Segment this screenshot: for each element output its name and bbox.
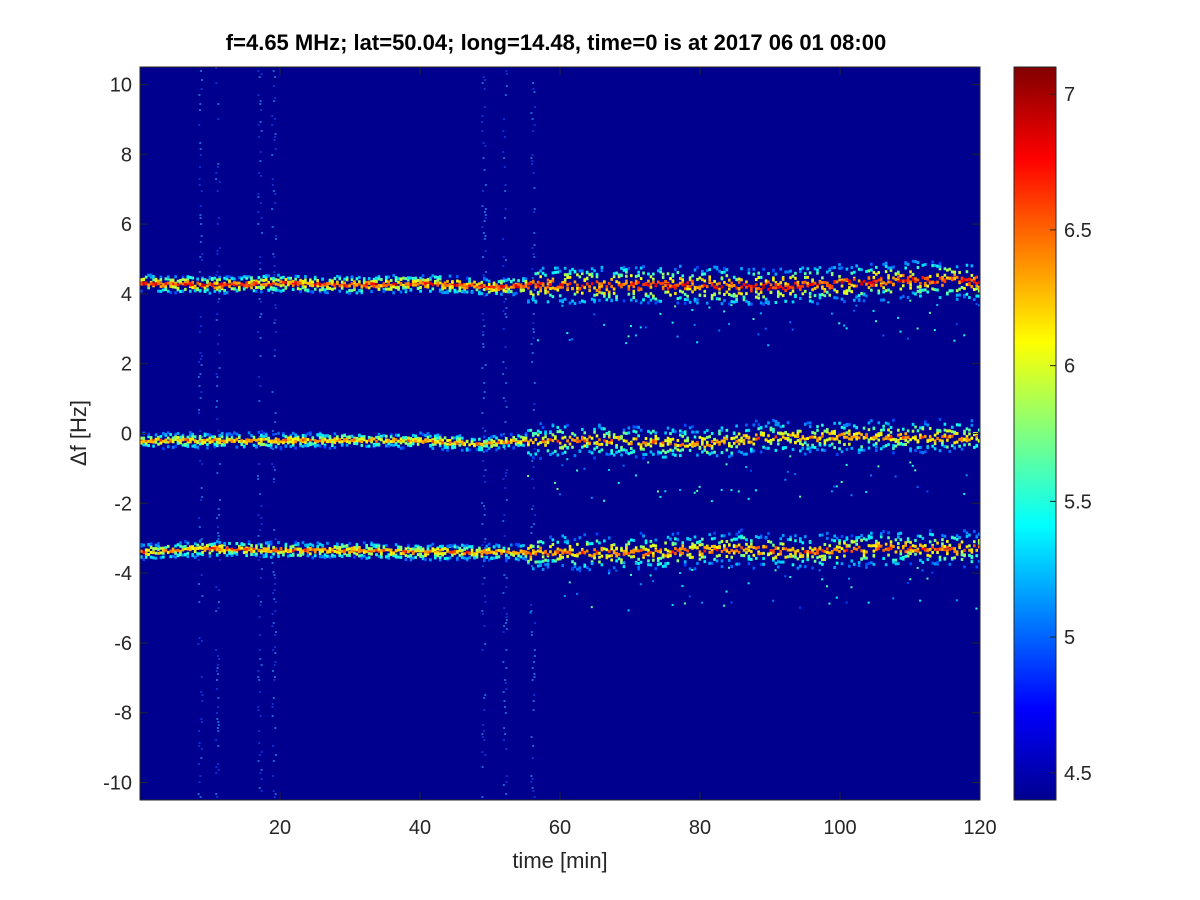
y-axis-label: Δf [Hz] — [66, 400, 91, 466]
y-tick-label: 8 — [121, 144, 132, 166]
vertical-streak — [257, 70, 263, 792]
colorbar-tick-label: 5.5 — [1064, 491, 1092, 513]
y-tick-label: 6 — [121, 214, 132, 236]
doppler-trace — [140, 417, 980, 503]
y-tick-label: -2 — [114, 493, 132, 515]
vertical-streak — [271, 70, 277, 798]
y-tick-label: -4 — [114, 563, 132, 585]
y-tick-label: -10 — [103, 773, 132, 795]
doppler-traces — [140, 259, 980, 614]
vertical-streaks — [197, 67, 536, 798]
y-tick-label: -8 — [114, 703, 132, 725]
colorbar — [1013, 66, 1057, 801]
colorbar-ticks: 7 6.5 6 5.5 5 4.5 — [1050, 84, 1092, 785]
x-tick-label: 100 — [823, 817, 856, 839]
y-tick-label: -6 — [114, 633, 132, 655]
x-tick-label: 20 — [269, 817, 291, 839]
vertical-streak — [502, 70, 508, 795]
x-tick-label: 80 — [689, 817, 711, 839]
plot-area — [140, 67, 980, 800]
doppler-trace — [140, 259, 980, 347]
colorbar-tick-label: 6.5 — [1064, 220, 1092, 242]
colorbar-tick-label: 7 — [1064, 84, 1075, 106]
vertical-streak — [215, 67, 221, 798]
doppler-trace — [140, 528, 980, 614]
x-tick-label: 60 — [549, 817, 571, 839]
y-tick-label: 4 — [121, 284, 132, 306]
chart-title: f=4.65 MHz; lat=50.04; long=14.48, time=… — [226, 30, 886, 55]
x-axis-label: time [min] — [512, 848, 607, 873]
colorbar-tick-label: 5 — [1064, 627, 1075, 649]
colorbar-tick-label: 4.5 — [1064, 763, 1092, 785]
y-axis-ticks: 10 8 6 4 2 0 -2 -4 -6 -8 -10 — [103, 74, 980, 795]
y-tick-label: 2 — [121, 354, 132, 376]
x-tick-label: 120 — [963, 817, 996, 839]
x-tick-label: 40 — [409, 817, 431, 839]
vertical-streak — [481, 76, 487, 798]
y-tick-label: 10 — [110, 74, 132, 96]
colorbar-tick-label: 6 — [1064, 356, 1075, 378]
x-axis-ticks: 20 40 60 80 100 120 — [269, 67, 997, 839]
y-tick-label: 0 — [121, 424, 132, 446]
